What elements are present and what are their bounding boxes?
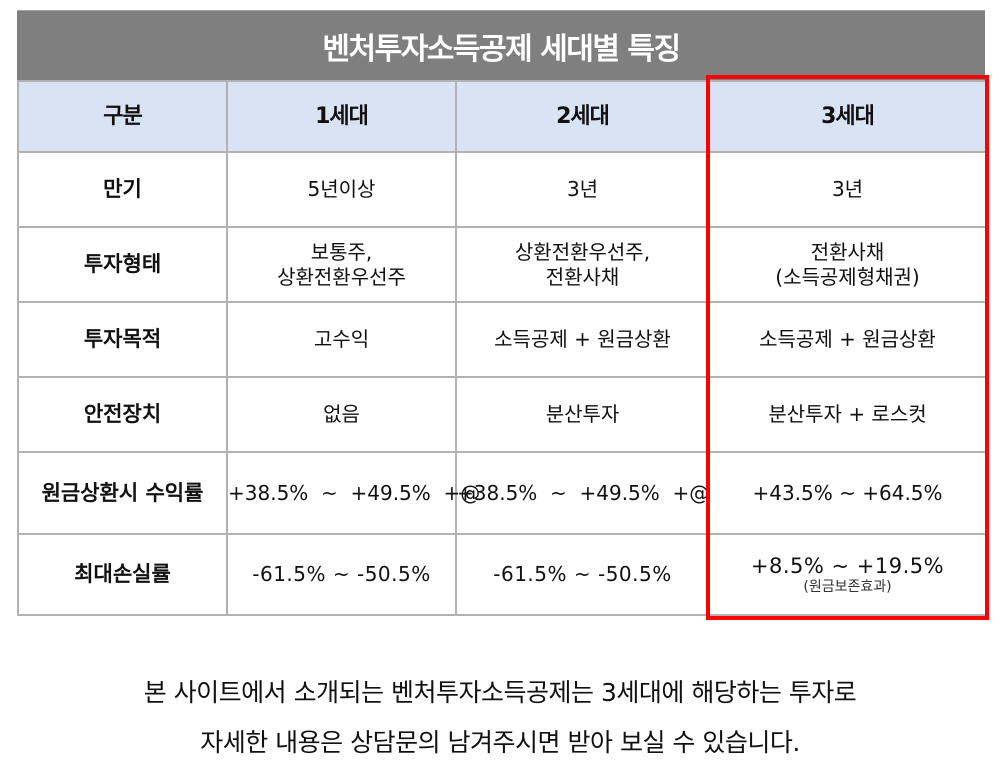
table-row-investment-purpose: 투자목적 고수익 소득공제 + 원금상환 소득공제 + 원금상환 — [17, 301, 987, 378]
cell-gen2: 소득공제 + 원금상환 — [455, 301, 710, 378]
cell-gen2: 3년 — [455, 151, 710, 228]
cell-gen1: +38.5% ~ +49.5% +@ — [226, 451, 480, 535]
footer-line-2: 자세한 내용은 상담문의 남겨주시면 받아 보실 수 있습니다. — [200, 728, 800, 757]
header-gen2: 2세대 — [455, 80, 710, 153]
generation-comparison-table: 구분 1세대 2세대 3세대 만기 5년이상 3년 3년 투자형태 보통주, 상… — [17, 80, 987, 616]
cell-line: 전환사채 — [545, 264, 620, 289]
cell-line: (소득공제형채권) — [775, 264, 920, 289]
header-gen1: 1세대 — [226, 80, 457, 153]
row-label: 최대손실률 — [17, 533, 228, 616]
cell-line: 전환사채 — [810, 239, 885, 264]
cell-line: 상환전환우선주, — [514, 239, 651, 264]
cell-line: 보통주, — [310, 239, 373, 264]
cell-line: 상환전환우선주 — [277, 264, 406, 289]
row-label: 투자형태 — [17, 226, 228, 303]
table-row-safeguard: 안전장치 없음 분산투자 분산투자 + 로스컷 — [17, 376, 987, 453]
cell-value: +8.5% ~ +19.5% — [750, 553, 945, 578]
cell-gen1: 5년이상 — [226, 151, 457, 228]
cell-note: (원금보존효과) — [803, 579, 892, 596]
table-row-investment-type: 투자형태 보통주, 상환전환우선주 상환전환우선주, 전환사채 전환사채 (소득… — [17, 226, 987, 303]
row-label: 투자목적 — [17, 301, 228, 378]
header-row: 구분 1세대 2세대 3세대 — [17, 80, 987, 153]
cell-gen1: 고수익 — [226, 301, 457, 378]
row-label: 안전장치 — [17, 376, 228, 453]
table-title-bar: 벤처투자소득공제 세대별 특징 — [17, 10, 985, 81]
cell-gen3: +43.5% ~ +64.5% — [708, 451, 987, 535]
cell-gen3: 분산투자 + 로스컷 — [708, 376, 987, 453]
cell-gen2: 분산투자 — [455, 376, 710, 453]
cell-gen1: 보통주, 상환전환우선주 — [226, 226, 457, 303]
footer-notice: 본 사이트에서 소개되는 벤처투자소득공제는 3세대에 해당하는 투자로 자세한… — [0, 668, 1000, 768]
cell-gen2: 상환전환우선주, 전환사채 — [455, 226, 710, 303]
cell-gen1: -61.5% ~ -50.5% — [226, 533, 457, 616]
table-row-maturity: 만기 5년이상 3년 3년 — [17, 151, 987, 228]
row-label: 만기 — [17, 151, 228, 228]
cell-gen3: +8.5% ~ +19.5% (원금보존효과) — [708, 533, 987, 616]
footer-line-1: 본 사이트에서 소개되는 벤처투자소득공제는 3세대에 해당하는 투자로 — [143, 678, 857, 707]
cell-gen2: +38.5% ~ +49.5% +@ — [455, 451, 710, 535]
table-title: 벤처투자소득공제 세대별 특징 — [322, 32, 681, 67]
cell-gen3: 전환사채 (소득공제형채권) — [708, 226, 987, 303]
cell-gen1: 없음 — [226, 376, 457, 453]
header-gen3: 3세대 — [708, 80, 987, 153]
cell-gen3: 3년 — [708, 151, 987, 228]
header-category: 구분 — [17, 80, 228, 153]
table-row-return-on-repayment: 원금상환시 수익률 +38.5% ~ +49.5% +@ +38.5% ~ +4… — [17, 451, 987, 535]
row-label: 원금상환시 수익률 — [17, 451, 228, 535]
cell-gen2: -61.5% ~ -50.5% — [455, 533, 710, 616]
cell-gen3: 소득공제 + 원금상환 — [708, 301, 987, 378]
table-row-max-loss: 최대손실률 -61.5% ~ -50.5% -61.5% ~ -50.5% +8… — [17, 533, 987, 616]
